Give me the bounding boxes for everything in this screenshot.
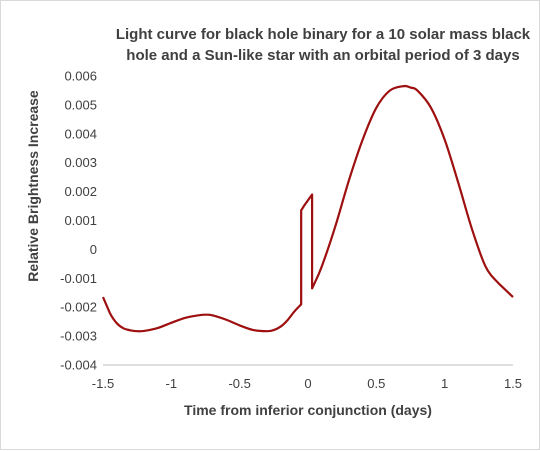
y-tick-label: 0.004 (64, 126, 97, 141)
y-tick-label: -0.004 (60, 358, 97, 373)
y-tick-label: 0.005 (64, 97, 97, 112)
y-tick-label: -0.001 (60, 271, 97, 286)
brightness-series-line (101, 84, 514, 333)
y-tick-label: 0.003 (64, 155, 97, 170)
x-tick-label: 1 (441, 376, 448, 391)
chart-title-line-2: hole and a Sun-like star with an orbital… (126, 47, 519, 64)
y-tick-label: 0 (90, 242, 97, 257)
y-tick-label: 0.001 (64, 213, 97, 228)
y-axis-label: Relative Brightness Increase (25, 90, 41, 282)
x-tick-label: 1.5 (504, 376, 522, 391)
y-tick-label: 0.002 (64, 184, 97, 199)
chart-title-line-1: Light curve for black hole binary for a … (116, 26, 531, 43)
x-tick-label: -0.5 (228, 376, 250, 391)
x-tick-label: 0.5 (367, 376, 385, 391)
y-tick-label: 0.006 (64, 69, 97, 84)
x-tick-label: -1 (166, 376, 178, 391)
y-tick-label: -0.002 (60, 300, 97, 315)
y-axis-ticks: 0.006 0.005 0.004 0.003 0.002 0.001 0 -0.001 -0.… (60, 69, 97, 373)
y-tick-label: -0.003 (60, 329, 97, 344)
x-axis-label: Time from inferior conjunction (days) (184, 402, 432, 418)
x-axis-ticks: -1.5 -1 -0.5 0 0.5 1 1.5 (92, 376, 522, 391)
x-tick-label: 0 (304, 376, 311, 391)
x-tick-label: -1.5 (92, 376, 114, 391)
